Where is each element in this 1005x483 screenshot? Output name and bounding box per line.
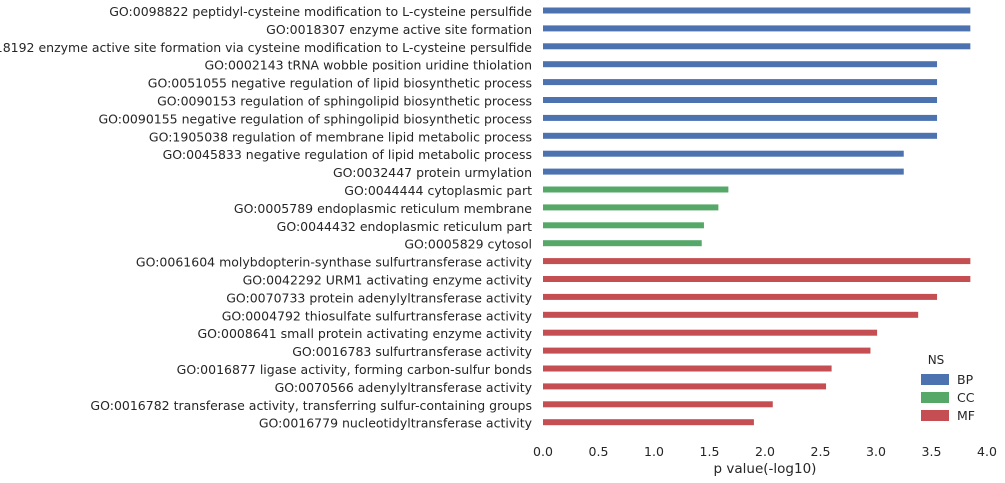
bar-mf xyxy=(543,311,919,318)
x-tick-label: 0.0 xyxy=(533,444,553,459)
category-label: GO:0005829 cytosol xyxy=(404,237,532,252)
category-label: GO:0070566 adenylyltransferase activity xyxy=(275,380,533,395)
bar-mf xyxy=(543,258,971,265)
bar-mf xyxy=(543,419,754,426)
bar-bp xyxy=(543,168,904,175)
bar-cc xyxy=(543,186,729,193)
x-tick-label: 4.0 xyxy=(977,444,997,459)
bar-bp xyxy=(543,114,938,121)
category-label: GO:0005789 endoplasmic reticulum membran… xyxy=(234,201,532,216)
category-label: GO:0044444 cytoplasmic part xyxy=(344,183,532,198)
legend-swatch-bp xyxy=(921,374,949,385)
bar-bp xyxy=(543,132,938,139)
category-label: GO:0042292 URM1 activating enzyme activi… xyxy=(243,273,533,288)
legend-label-cc: CC xyxy=(957,390,975,405)
bar-mf xyxy=(543,329,878,336)
category-label: GO:0098822 peptidyl-cysteine modificatio… xyxy=(109,4,532,19)
category-label: GO:0016877 ligase activity, forming carb… xyxy=(177,362,532,377)
legend-swatch-mf xyxy=(921,410,949,421)
category-label: GO:0018192 enzyme active site formation … xyxy=(0,40,532,55)
legend-swatch-cc xyxy=(921,392,949,403)
bar-bp xyxy=(543,150,904,157)
bar-mf xyxy=(543,365,832,372)
bar-mf xyxy=(543,276,971,282)
category-label: GO:0004792 thiosulfate sulfurtransferase… xyxy=(222,308,533,323)
bar-cc xyxy=(543,204,719,211)
x-tick-label: 0.5 xyxy=(589,444,609,459)
bar-bp xyxy=(543,79,938,86)
category-label: GO:0061604 molybdopterin-synthase sulfur… xyxy=(136,255,533,270)
x-axis-ticks: 0.0 0.5 1.0 1.5 2.0 2.5 3.0 3.5 4.0 xyxy=(533,444,997,459)
legend-title: NS xyxy=(928,353,945,367)
bar-cc xyxy=(543,240,702,247)
bar-bp xyxy=(543,7,971,14)
x-tick-label: 3.0 xyxy=(866,444,886,459)
category-label: GO:0044432 endoplasmic reticulum part xyxy=(277,219,532,234)
category-label: GO:0016783 sulfurtransferase activity xyxy=(292,344,532,359)
bar-cc xyxy=(543,222,704,229)
category-label: GO:0016779 nucleotidyltransferase activi… xyxy=(259,416,533,431)
legend: NS BP CC MF xyxy=(921,353,975,423)
x-tick-label: 2.5 xyxy=(811,444,831,459)
bar-bp xyxy=(543,25,971,32)
x-tick-label: 1.0 xyxy=(644,444,664,459)
bar-mf xyxy=(543,383,827,390)
x-tick-label: 1.5 xyxy=(700,444,720,459)
category-labels: GO:0098822 peptidyl-cysteine modificatio… xyxy=(0,4,533,431)
legend-label-mf: MF xyxy=(957,408,975,423)
category-label: GO:0090153 regulation of sphingolipid bi… xyxy=(157,94,532,109)
bar-bp xyxy=(543,61,938,68)
category-label: GO:0051055 negative regulation of lipid … xyxy=(148,76,532,91)
category-label: GO:0032447 protein urmylation xyxy=(333,165,532,180)
bar-bp xyxy=(543,97,938,103)
legend-label-bp: BP xyxy=(957,372,974,387)
bar-mf xyxy=(543,401,773,408)
category-label: GO:0016782 transferase activity, transfe… xyxy=(90,398,532,413)
category-label: GO:0045833 negative regulation of lipid … xyxy=(163,147,532,162)
bars xyxy=(543,7,971,426)
x-tick-label: 3.5 xyxy=(922,444,942,459)
bar-bp xyxy=(543,43,971,50)
category-label: GO:0090155 negative regulation of sphing… xyxy=(98,111,532,126)
category-label: GO:0018307 enzyme active site formation xyxy=(266,22,532,37)
category-label: GO:1905038 regulation of membrane lipid … xyxy=(149,129,532,144)
category-label: GO:0002143 tRNA wobble position uridine … xyxy=(204,58,532,73)
category-label: GO:0070733 protein adenylyltransferase a… xyxy=(226,290,532,305)
bar-mf xyxy=(543,293,938,300)
bar-mf xyxy=(543,347,871,354)
x-tick-label: 2.0 xyxy=(755,444,775,459)
x-axis-title: p value(-log10) xyxy=(714,461,817,477)
category-label: GO:0008641 small protein activating enzy… xyxy=(198,326,533,341)
